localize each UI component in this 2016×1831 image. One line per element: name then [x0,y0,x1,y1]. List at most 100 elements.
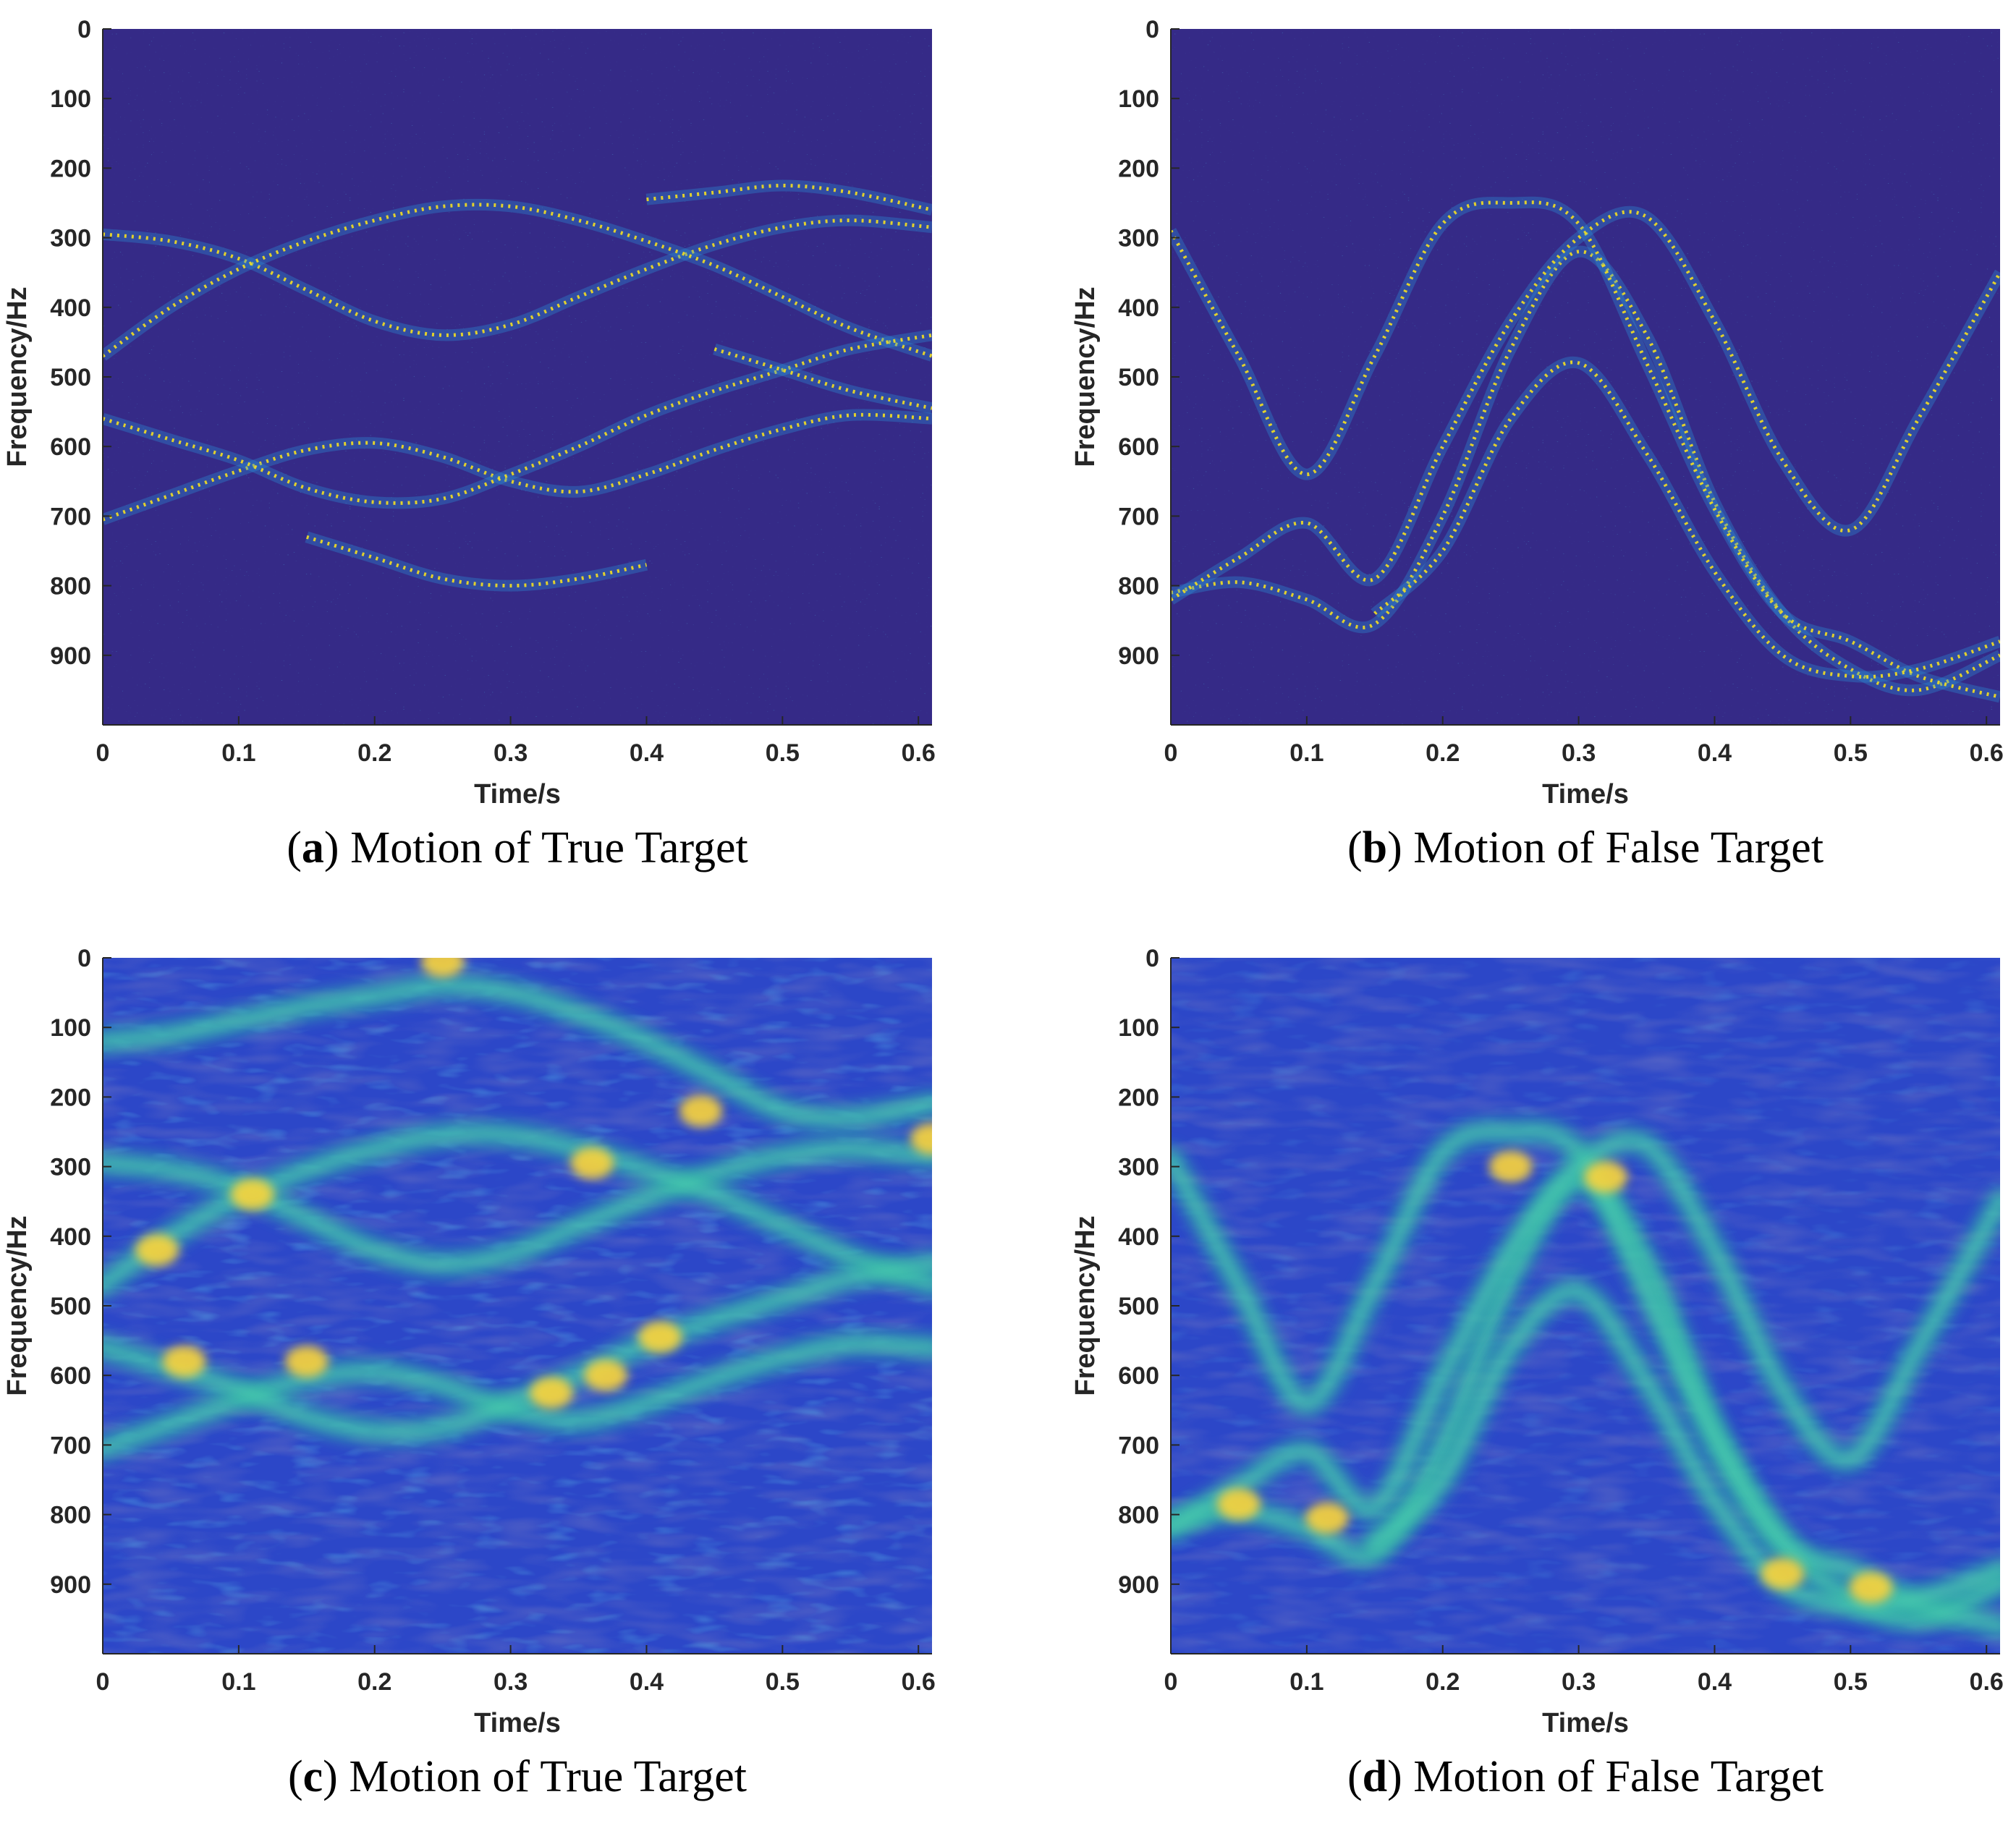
x-tick-label: 0.2 [1426,739,1460,767]
series-1-line [1171,200,2000,699]
peak-10 [910,1123,932,1155]
y-tick-label: 400 [50,294,91,322]
series-1-core [1171,1126,2000,1631]
y-tick-label: 200 [1118,155,1159,182]
x-tick-label: 0.2 [1426,1668,1460,1696]
x-axis-label: Time/s [1542,1708,1629,1738]
series-3-core [1369,1286,2000,1611]
x-tick-label: 0.5 [1834,1668,1868,1696]
x-tick-label: 0.4 [1698,739,1732,767]
x-tick-label: 0.5 [766,1668,800,1696]
peak-1 [1305,1502,1350,1534]
caption-letter: a [302,823,324,872]
y-tick-label: 0 [1145,16,1159,43]
x-tick-label: 0.1 [1289,739,1323,767]
x-tick-label: 0.5 [1834,739,1868,767]
caption-text: Motion of False Target [1413,1752,1824,1801]
caption-letter: c [303,1752,323,1801]
y-axis-label: Frequency/Hz [1070,286,1101,467]
y-tick-label: 0 [77,945,91,972]
series-3-core [103,1259,932,1437]
x-tick-label: 0.3 [1562,739,1596,767]
x-tick-label: 0.4 [630,739,664,767]
x-tick-label: 0.6 [1970,1668,2004,1696]
y-tick-label: 500 [50,364,91,391]
y-tick-label: 100 [1118,1014,1159,1042]
peak-3 [284,1345,329,1377]
y-tick-label: 600 [50,433,91,461]
x-tick-label: 0.2 [357,1668,391,1696]
panel-caption: (a) Motion of True Target [287,823,748,872]
y-tick-label: 400 [1118,1223,1159,1251]
x-tick-label: 0 [1164,739,1178,767]
peak-4 [420,958,465,977]
x-tick-label: 0.2 [357,739,391,767]
series-1-line [103,203,932,358]
peak-6 [529,1377,573,1409]
x-tick-label: 0.3 [494,1668,528,1696]
caption-text: Motion of False Target [1413,823,1824,872]
peak-5 [1849,1571,1893,1604]
series-2-core [1171,1135,2000,1534]
y-tick-label: 500 [1118,1293,1159,1320]
series-5-line [713,347,932,410]
caption-letter: b [1363,823,1387,872]
x-tick-label: 0.6 [1970,739,2004,767]
y-tick-label: 800 [50,1502,91,1529]
plot-area [1171,29,2000,725]
series-3-line [103,333,932,505]
chart-panel-b: 0 0.1 0.2 0.3 0.4 0.5 0.6 0 100 200 300 400 500 600 70… [1070,16,2004,872]
y-tick-label: 600 [1118,433,1159,461]
y-tick-label: 400 [50,1223,91,1251]
peak-0 [1216,1488,1261,1521]
y-tick-label: 500 [50,1293,91,1320]
y-tick-label: 300 [1118,1154,1159,1181]
y-tick-label: 900 [1118,1571,1159,1599]
y-tick-label: 900 [1118,642,1159,670]
y-tick-label: 100 [1118,85,1159,113]
peak-7 [584,1359,628,1392]
peak-8 [638,1321,682,1354]
y-tick-label: 500 [1118,364,1159,391]
y-tick-label: 300 [50,1154,91,1181]
panel-caption: (b) Motion of False Target [1347,823,1824,872]
y-tick-label: 700 [1118,1432,1159,1459]
x-tick-label: 0.5 [766,739,800,767]
plot-area [1171,958,2000,1654]
x-tick-label: 0.6 [902,739,936,767]
y-axis-label: Frequency/Hz [2,1215,33,1395]
caption-text: Motion of True Target [349,1752,747,1801]
panel-caption: (d) Motion of False Target [1347,1752,1824,1801]
x-tick-label: 0.4 [1698,1668,1732,1696]
y-tick-label: 100 [50,85,91,113]
y-tick-label: 200 [50,155,91,182]
y-tick-label: 300 [1118,225,1159,252]
y-axis-label: Frequency/Hz [2,286,33,467]
x-tick-label: 0.1 [1289,1668,1323,1696]
y-tick-label: 100 [50,1014,91,1042]
y-axis-label: Frequency/Hz [1070,1215,1101,1395]
series-2-line [1171,210,2000,601]
peak-1 [162,1345,206,1377]
x-tick-label: 0 [96,1668,110,1696]
caption-letter: d [1363,1752,1387,1801]
chart-panel-a: 0 0.1 0.2 0.3 0.4 0.5 0.6 0 100 200 300 400 500 600 70… [2,16,936,872]
y-tick-label: 700 [1118,503,1159,530]
series-4-halo [645,179,932,216]
x-tick-label: 0 [96,739,110,767]
x-axis-label: Time/s [474,1708,561,1738]
chart-panel-d: 0 0.1 0.2 0.3 0.4 0.5 0.6 0 100 200 300 400 500 600 70… [1070,945,2004,1801]
y-tick-label: 900 [50,642,91,670]
series-2-halo [103,409,932,525]
panel-caption: (c) Motion of True Target [288,1752,747,1801]
noise-texture [1171,29,2000,725]
y-tick-label: 800 [1118,573,1159,600]
y-tick-label: 200 [50,1084,91,1111]
series-0-line [1171,250,2000,692]
peak-3 [1584,1161,1628,1194]
series-3-line [1373,360,2000,679]
series-4-core [103,980,932,1123]
y-tick-label: 800 [1118,1502,1159,1529]
y-tick-label: 0 [1145,945,1159,972]
